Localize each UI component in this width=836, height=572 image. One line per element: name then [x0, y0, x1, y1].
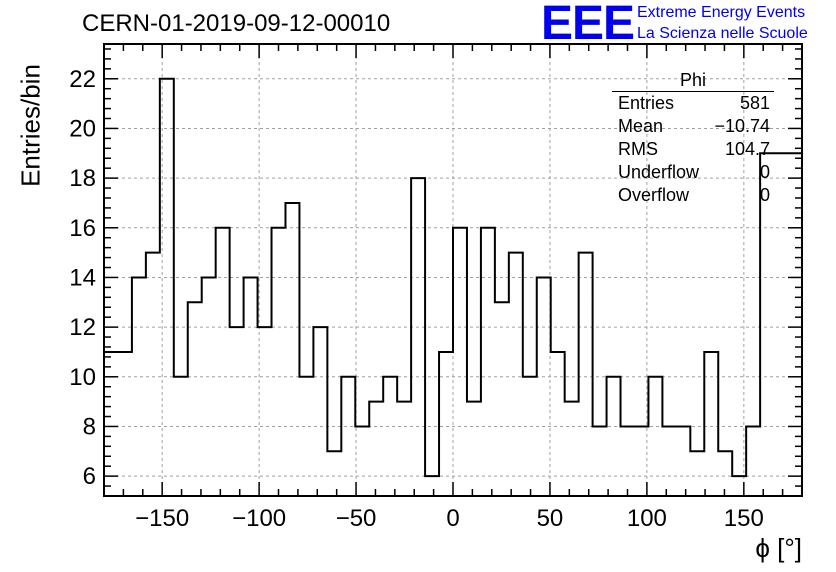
stats-value: 581 [739, 93, 770, 113]
brand-text: Extreme Energy Events La Scienza nelle S… [637, 2, 808, 44]
x-axis-label: ϕ [°] [755, 533, 802, 563]
x-tick-label: −100 [232, 505, 286, 532]
stats-label: Overflow [618, 185, 690, 205]
brand-line-2: La Scienza nelle Scuole [637, 25, 808, 42]
y-tick-label: 8 [83, 413, 96, 440]
x-tick-label: −50 [336, 505, 377, 532]
stats-value: −10.74 [714, 116, 770, 136]
y-tick-label: 10 [69, 364, 96, 391]
x-tick-label: 0 [446, 505, 459, 532]
x-tick-label: 50 [537, 505, 564, 532]
eee-logo: EEE [541, 0, 635, 50]
stats-row-underflow: Underflow 0 [612, 161, 774, 184]
y-tick-label: 6 [83, 463, 96, 490]
stats-value: 104.7 [724, 139, 770, 159]
y-axis-label: Entries/bin [15, 64, 46, 187]
x-tick-label: 150 [724, 505, 764, 532]
stats-value: 0 [759, 162, 770, 182]
x-tick-label: −150 [135, 505, 189, 532]
y-tick-label: 18 [69, 165, 96, 192]
stats-value: 0 [759, 185, 770, 205]
y-tick-label: 22 [69, 66, 96, 93]
y-tick-label: 12 [69, 314, 96, 341]
chart-title: CERN-01-2019-09-12-00010 [82, 10, 391, 37]
stats-box: Phi Entries 581 Mean −10.74 RMS 104.7 Un… [612, 70, 774, 207]
histogram-line [104, 77, 802, 478]
stats-label: Entries [618, 93, 675, 113]
y-tick-label: 20 [69, 115, 96, 142]
x-tick-label: 100 [627, 505, 667, 532]
y-tick-labels: 6 8 10 12 14 16 18 20 22 [69, 66, 96, 490]
y-tick-label: 16 [69, 215, 96, 242]
stats-label: RMS [618, 139, 658, 159]
y-tick-label: 14 [69, 264, 96, 291]
stats-row-rms: RMS 104.7 [612, 138, 774, 161]
stats-title: Phi [612, 70, 774, 92]
x-tick-labels: −150 −100 −50 0 50 100 150 [135, 505, 764, 532]
stats-row-mean: Mean −10.74 [612, 115, 774, 138]
brand-line-1: Extreme Energy Events [637, 4, 806, 21]
stats-label: Mean [618, 116, 664, 136]
axis-ticks [104, 44, 802, 496]
stats-row-overflow: Overflow 0 [612, 184, 774, 207]
stats-row-entries: Entries 581 [612, 92, 774, 115]
stats-label: Underflow [618, 162, 700, 182]
